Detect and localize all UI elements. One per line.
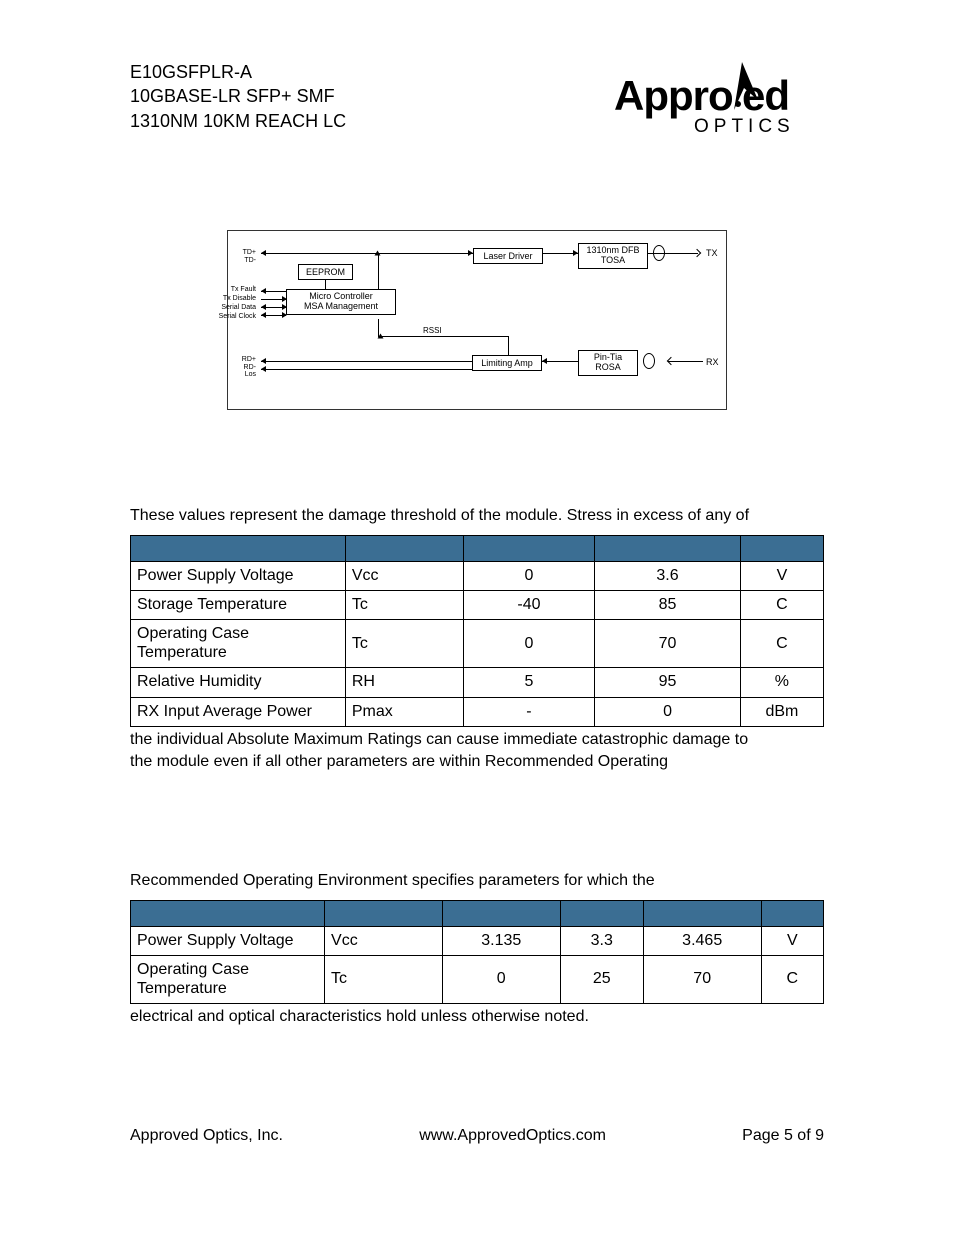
table-cell: 70 [643,956,761,1004]
svg-text:OPTICS: OPTICS [694,116,795,137]
para-damage-threshold: These values represent the damage thresh… [130,505,824,527]
table-cell: Storage Temperature [131,590,346,619]
table-cell: Vcc [345,561,463,590]
diag-label-txfault: Tx Fault [217,286,256,294]
diag-block-laserdriver: Laser Driver [473,248,543,264]
diag-block-rosa: Pin-Tia ROSA [578,350,638,376]
table-row: Power Supply VoltageVcc03.6V [131,561,824,590]
svg-text:Appro: Appro [614,72,733,119]
table-cell: 25 [560,956,643,1004]
table-cell: Operating Case Temperature [131,956,325,1004]
header-line2: 10GBASE-LR SFP+ SMF [130,84,346,108]
page-footer: Approved Optics, Inc. www.ApprovedOptics… [130,1127,824,1145]
para-damage-note-a: the individual Absolute Maximum Ratings … [130,729,824,751]
diag-label-rd: RD+ RD- Los [226,356,256,379]
page-header: E10GSFPLR-A 10GBASE-LR SFP+ SMF 1310NM 1… [130,60,824,140]
table-cell: 0 [463,561,595,590]
table-cell: Power Supply Voltage [131,561,346,590]
table-cell: dBm [740,697,823,726]
table-row: Operating Case TemperatureTc02570C [131,956,824,1004]
table-cell: Power Supply Voltage [131,926,325,955]
table-cell: 3.6 [595,561,741,590]
para-characteristics-note: electrical and optical characteristics h… [130,1006,824,1028]
diag-label-td: TD+ TD- [226,249,256,264]
table-recommended-operating: Power Supply VoltageVcc3.1353.33.465VOpe… [130,900,824,1004]
header-line3: 1310NM 10KM REACH LC [130,109,346,133]
table-row: Power Supply VoltageVcc3.1353.33.465V [131,926,824,955]
diag-label-rssi: RSSI [423,326,442,335]
table-cell: Tc [345,620,463,668]
table-cell: 3.3 [560,926,643,955]
diag-block-eeprom: EEPROM [298,264,353,280]
diag-label-tx: TX [706,248,718,258]
block-diagram: TD+ TD- Tx Fault Tx Disable Serial Data … [227,230,727,410]
header-line1: E10GSFPLR-A [130,60,346,84]
table-cell: -40 [463,590,595,619]
table-row: Storage TemperatureTc-4085C [131,590,824,619]
table-cell: V [740,561,823,590]
table-cell: Relative Humidity [131,668,346,697]
diag-block-limitingamp: Limiting Amp [472,355,542,371]
company-logo: Appro ed OPTICS [614,60,824,140]
table-cell: 85 [595,590,741,619]
table-row: Relative HumidityRH595% [131,668,824,697]
table-cell: 0 [442,956,560,1004]
footer-page: Page 5 of 9 [742,1127,824,1145]
table-cell: % [740,668,823,697]
table-cell: Vcc [325,926,443,955]
diag-block-micro: Micro Controller MSA Management [286,289,396,315]
table-cell: 70 [595,620,741,668]
product-header: E10GSFPLR-A 10GBASE-LR SFP+ SMF 1310NM 1… [130,60,346,133]
table-cell: Tc [325,956,443,1004]
diag-block-tosa: 1310nm DFB TOSA [578,243,648,269]
footer-url: www.ApprovedOptics.com [419,1127,606,1145]
table-cell: 5 [463,668,595,697]
diag-label-txdisable: Tx Disable [217,295,256,303]
table-cell: 3.135 [442,926,560,955]
table-row: Operating Case TemperatureTc070C [131,620,824,668]
table-cell: C [740,590,823,619]
para-damage-note-b: the module even if all other parameters … [130,751,824,773]
table-cell: 3.465 [643,926,761,955]
diag-label-serialclock: Serial Clock [217,313,256,321]
table-cell: - [463,697,595,726]
table-cell: RX Input Average Power [131,697,346,726]
footer-company: Approved Optics, Inc. [130,1127,283,1145]
table-cell: Operating Case Temperature [131,620,346,668]
table-cell: Tc [345,590,463,619]
table-cell: C [740,620,823,668]
table-absolute-max-ratings: Power Supply VoltageVcc03.6VStorage Temp… [130,535,824,727]
table-cell: Pmax [345,697,463,726]
table-cell: C [761,956,823,1004]
table-cell: V [761,926,823,955]
diag-label-rx: RX [706,357,719,367]
table-cell: 0 [463,620,595,668]
table-row: RX Input Average PowerPmax-0dBm [131,697,824,726]
para-recommended-env: Recommended Operating Environment specif… [130,870,824,892]
table-cell: 95 [595,668,741,697]
diag-label-serialdata: Serial Data [217,304,256,312]
table-cell: RH [345,668,463,697]
table-cell: 0 [595,697,741,726]
